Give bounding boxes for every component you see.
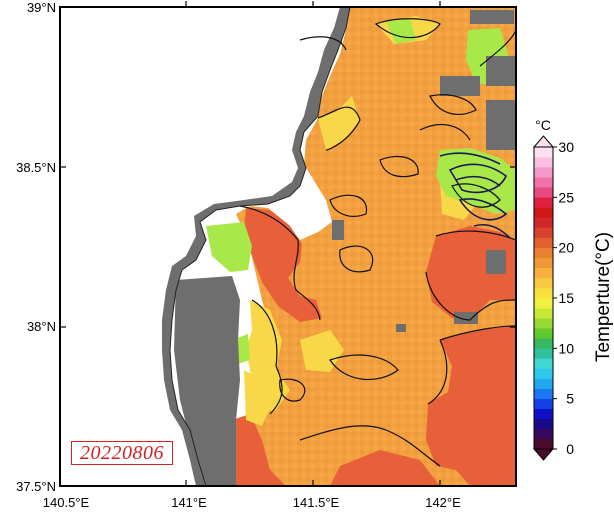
colorbar-swatch xyxy=(534,428,553,440)
colorbar-swatch xyxy=(534,227,553,238)
colorbar-swatch xyxy=(534,298,553,309)
colorbar-swatch xyxy=(534,237,553,248)
colorbar-swatch xyxy=(534,187,553,198)
colorbar-swatch xyxy=(534,418,553,430)
coastline xyxy=(169,7,351,486)
date-stamp-text: 20220806 xyxy=(80,442,164,464)
lat-label-38-5: 38.5°N xyxy=(16,160,56,175)
colorbar-swatch xyxy=(534,157,553,168)
colorbar-swatch xyxy=(534,348,553,359)
colorbar-bottom-arrow xyxy=(532,448,555,461)
lat-label-39: 39°N xyxy=(27,0,56,15)
colorbar-swatch xyxy=(534,147,553,158)
lon-label-141-5: 141.5°E xyxy=(293,495,340,510)
colorbar-tick-label: 30 xyxy=(558,139,574,155)
longitude-axis-labels: 140.5°E 141°E 141.5°E 142°E xyxy=(43,495,461,510)
colorbar: °C 0 5 10 15 20 25 30 Temperture(°C) xyxy=(532,117,614,461)
lat-label-38: 38°N xyxy=(27,319,56,334)
map-panel xyxy=(60,7,516,486)
colorbar-swatch xyxy=(534,398,553,410)
colorbar-swatch xyxy=(534,167,553,178)
date-stamp: 20220806 xyxy=(71,441,173,465)
lon-label-141: 141°E xyxy=(171,495,207,510)
dense-frontal-contours xyxy=(439,152,511,239)
colorbar-swatch xyxy=(534,197,553,208)
colorbar-unit: °C xyxy=(535,117,551,133)
colorbar-swatch xyxy=(534,308,553,319)
colorbar-swatch xyxy=(534,207,553,218)
colorbar-swatch xyxy=(534,388,553,399)
lon-label-142: 142°E xyxy=(425,495,461,510)
colorbar-tick-label: 25 xyxy=(558,189,574,205)
lon-label-140-5: 140.5°E xyxy=(43,495,90,510)
colorbar-swatch xyxy=(534,408,553,420)
colorbar-swatch xyxy=(534,257,553,269)
colorbar-tick-label: 5 xyxy=(566,391,574,407)
colorbar-swatches xyxy=(534,147,553,450)
colorbar-tick-label: 15 xyxy=(558,290,574,306)
isotherm-contours xyxy=(239,18,516,467)
colorbar-swatch xyxy=(534,438,553,450)
sea-surface-temperature-field xyxy=(232,7,516,486)
map-ticks xyxy=(60,1,516,486)
colorbar-swatch xyxy=(534,368,553,379)
colorbar-swatch xyxy=(534,277,553,289)
colorbar-tick-label: 20 xyxy=(558,240,574,256)
colorbar-top-arrow xyxy=(532,135,555,148)
lat-label-37-5: 37.5°N xyxy=(16,479,56,494)
colorbar-swatch xyxy=(534,358,553,369)
colorbar-swatch xyxy=(534,318,553,329)
land-interior xyxy=(60,7,340,486)
colorbar-swatch xyxy=(534,177,553,188)
colorbar-tick-label: 0 xyxy=(566,441,574,457)
colorbar-ticks: 0 5 10 15 20 25 30 xyxy=(553,139,574,457)
latitude-axis-labels: 37.5°N 38°N 38.5°N 39°N xyxy=(16,0,56,494)
colorbar-swatch xyxy=(534,217,553,228)
map-frame xyxy=(59,6,517,487)
colorbar-swatch xyxy=(534,378,553,389)
colorbar-swatch xyxy=(534,247,553,259)
colorbar-swatch xyxy=(534,267,553,279)
colorbar-tick-label: 10 xyxy=(558,340,574,356)
colorbar-title: Temperture(°C) xyxy=(593,232,614,362)
colorbar-swatch xyxy=(534,338,553,349)
colorbar-swatch xyxy=(534,287,553,299)
colorbar-swatch xyxy=(534,328,553,339)
